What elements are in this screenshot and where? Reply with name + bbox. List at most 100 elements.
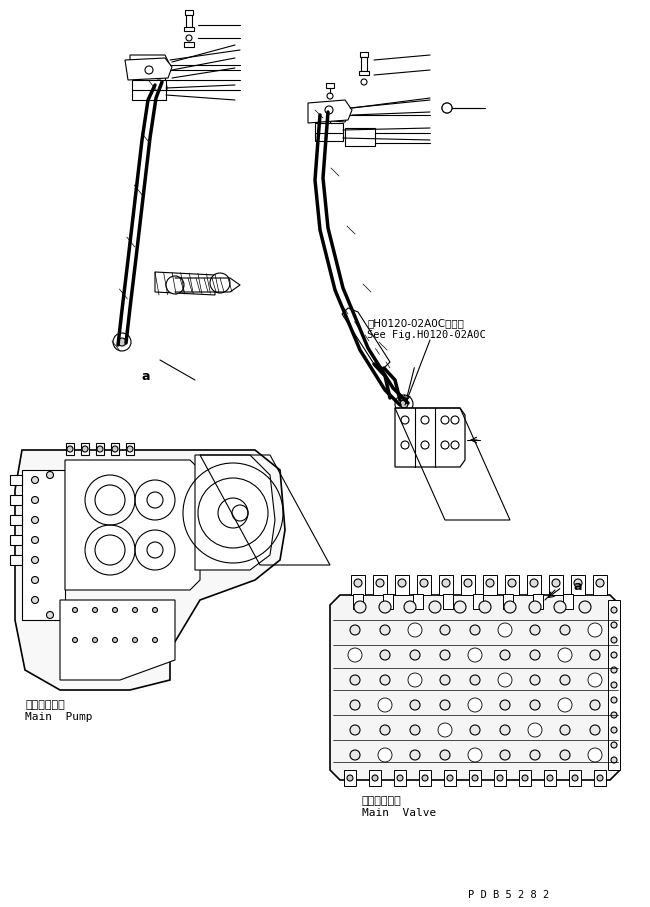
Bar — [383, 594, 393, 609]
Circle shape — [530, 650, 540, 660]
Bar — [503, 594, 513, 609]
Polygon shape — [342, 308, 390, 368]
Circle shape — [73, 608, 77, 612]
Circle shape — [611, 637, 617, 643]
Circle shape — [112, 638, 118, 642]
Bar — [394, 770, 406, 786]
Circle shape — [350, 625, 360, 635]
Bar — [369, 770, 381, 786]
Circle shape — [440, 675, 450, 685]
Bar — [96, 443, 104, 455]
Circle shape — [472, 775, 478, 781]
Circle shape — [118, 338, 126, 346]
Circle shape — [547, 775, 553, 781]
Text: メインポンプ: メインポンプ — [25, 700, 65, 710]
Circle shape — [408, 673, 422, 687]
Circle shape — [378, 748, 392, 762]
Polygon shape — [310, 102, 350, 122]
Circle shape — [560, 675, 570, 685]
Bar — [473, 594, 483, 609]
Circle shape — [410, 650, 420, 660]
Bar — [10, 535, 22, 545]
Polygon shape — [308, 100, 352, 123]
Bar — [563, 594, 573, 609]
Bar — [81, 443, 89, 455]
Bar — [395, 575, 409, 595]
Circle shape — [500, 700, 510, 710]
Bar — [126, 443, 134, 455]
Circle shape — [464, 579, 472, 587]
Circle shape — [347, 775, 353, 781]
Circle shape — [530, 625, 540, 635]
Circle shape — [590, 700, 600, 710]
Polygon shape — [195, 455, 275, 570]
Circle shape — [47, 611, 53, 619]
Circle shape — [530, 700, 540, 710]
Circle shape — [410, 725, 420, 735]
Bar — [360, 52, 368, 57]
Polygon shape — [15, 450, 285, 690]
Circle shape — [574, 579, 582, 587]
Circle shape — [186, 35, 192, 41]
Circle shape — [151, 80, 167, 96]
Circle shape — [410, 750, 420, 760]
Bar — [66, 443, 74, 455]
Bar — [527, 575, 541, 595]
Circle shape — [378, 698, 392, 712]
Polygon shape — [330, 595, 620, 780]
Text: メインバルブ: メインバルブ — [362, 796, 402, 806]
Circle shape — [440, 625, 450, 635]
Bar — [483, 575, 497, 595]
Circle shape — [611, 667, 617, 673]
Circle shape — [47, 472, 53, 479]
Text: Main  Valve: Main Valve — [362, 808, 436, 818]
Bar — [505, 575, 519, 595]
Circle shape — [552, 579, 560, 587]
Circle shape — [31, 597, 38, 603]
Circle shape — [611, 652, 617, 658]
Bar — [608, 600, 620, 770]
Polygon shape — [395, 408, 465, 467]
Bar — [326, 83, 334, 88]
Bar — [544, 770, 556, 786]
Circle shape — [468, 748, 482, 762]
Circle shape — [166, 276, 184, 294]
Circle shape — [588, 673, 602, 687]
Circle shape — [67, 446, 73, 452]
Text: a: a — [573, 580, 582, 593]
Bar — [413, 594, 423, 609]
Bar — [443, 594, 453, 609]
Circle shape — [508, 579, 516, 587]
Bar — [10, 495, 22, 505]
Circle shape — [500, 650, 510, 660]
Circle shape — [486, 579, 494, 587]
Circle shape — [590, 725, 600, 735]
Circle shape — [348, 648, 362, 662]
Circle shape — [397, 775, 403, 781]
Circle shape — [440, 700, 450, 710]
Circle shape — [31, 537, 38, 543]
Bar — [184, 27, 194, 31]
Bar — [315, 123, 343, 141]
Circle shape — [611, 757, 617, 763]
Circle shape — [442, 103, 452, 113]
Polygon shape — [125, 58, 172, 80]
Circle shape — [611, 742, 617, 748]
Polygon shape — [22, 470, 65, 620]
Circle shape — [611, 697, 617, 703]
Circle shape — [31, 476, 38, 483]
Text: See Fig.H0120-02A0C: See Fig.H0120-02A0C — [367, 330, 486, 340]
Circle shape — [530, 675, 540, 685]
Circle shape — [376, 579, 384, 587]
Circle shape — [380, 650, 390, 660]
Circle shape — [408, 623, 422, 637]
Circle shape — [560, 625, 570, 635]
Circle shape — [504, 601, 516, 613]
Circle shape — [468, 648, 482, 662]
Circle shape — [447, 775, 453, 781]
Circle shape — [153, 638, 157, 642]
Bar — [132, 80, 166, 100]
Bar — [10, 475, 22, 485]
Circle shape — [588, 748, 602, 762]
Circle shape — [350, 725, 360, 735]
